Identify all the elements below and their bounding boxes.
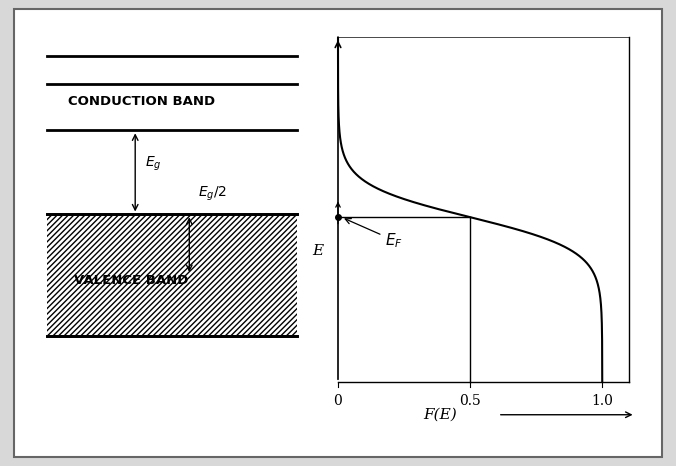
Text: E: E: [312, 244, 323, 258]
Text: F(E): F(E): [423, 408, 456, 422]
Text: 1.0: 1.0: [592, 394, 613, 408]
Text: $E_g$: $E_g$: [145, 155, 162, 173]
Text: 0.5: 0.5: [459, 394, 481, 408]
Text: VALENCE BAND: VALENCE BAND: [74, 274, 189, 287]
Text: $E_g/2$: $E_g/2$: [198, 184, 227, 203]
Text: $E_F$: $E_F$: [345, 219, 403, 250]
Text: 0: 0: [334, 394, 342, 408]
Text: CONDUCTION BAND: CONDUCTION BAND: [68, 95, 215, 108]
Bar: [47, 214, 297, 336]
